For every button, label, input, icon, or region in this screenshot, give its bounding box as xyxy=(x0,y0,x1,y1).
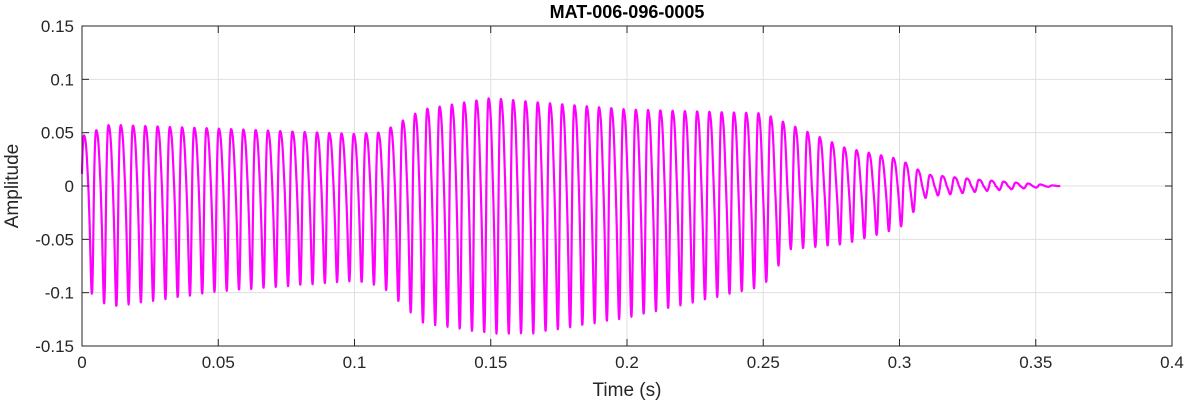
y-tick-label: -0.15 xyxy=(35,337,74,356)
ticks xyxy=(81,25,1173,347)
x-axis-title: Time (s) xyxy=(593,380,662,401)
x-tick-label: 0.1 xyxy=(343,353,367,372)
x-tick-label: 0.25 xyxy=(747,353,780,372)
x-tick-label: 0.15 xyxy=(474,353,507,372)
y-tick-labels: -0.15 -0.1 -0.05 0 0.05 0.1 0.15 xyxy=(35,17,74,356)
waveform-series-line xyxy=(80,97,1062,335)
x-tick-label: 0.4 xyxy=(1160,353,1184,372)
y-axis-title: Amplitude xyxy=(2,144,23,229)
x-tick-label: 0 xyxy=(77,353,86,372)
x-tick-label: 0.2 xyxy=(615,353,639,372)
x-tick-label: 0.35 xyxy=(1019,353,1052,372)
y-tick-label: 0.1 xyxy=(50,70,74,89)
y-tick-label: 0 xyxy=(65,177,74,196)
chart-title: MAT-006-096-0005 xyxy=(550,2,705,22)
y-tick-label: 0.15 xyxy=(41,17,74,36)
series-layer xyxy=(80,97,1062,335)
x-tick-label: 0.05 xyxy=(202,353,235,372)
y-tick-label: 0.05 xyxy=(41,124,74,143)
y-tick-label: -0.1 xyxy=(45,284,74,303)
x-tick-labels: 0 0.05 0.1 0.15 0.2 0.25 0.3 0.35 0.4 xyxy=(77,353,1184,372)
x-tick-label: 0.3 xyxy=(888,353,912,372)
y-tick-label: -0.05 xyxy=(35,230,74,249)
